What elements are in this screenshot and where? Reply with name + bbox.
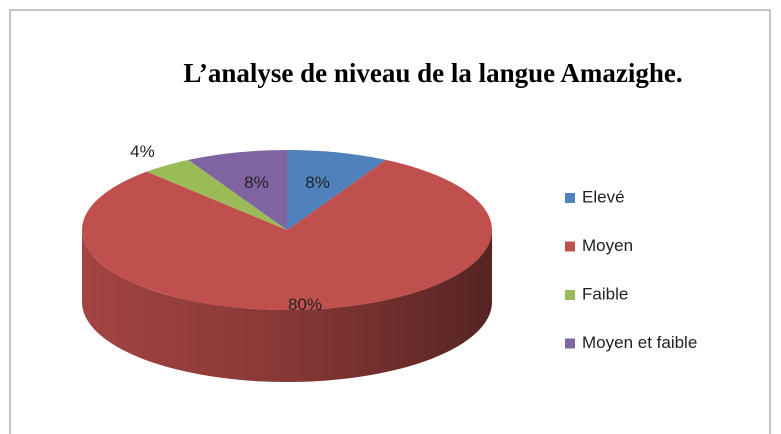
data-label: 4% (130, 142, 155, 161)
legend-swatch (565, 338, 575, 349)
pie-slice (146, 159, 287, 230)
pie-side-shade (82, 230, 492, 382)
data-label: 80% (288, 295, 322, 314)
data-label: 8% (244, 173, 269, 192)
legend-swatch (565, 193, 575, 203)
data-label: 8% (305, 173, 330, 192)
legend-label: Moyen et faible (582, 333, 697, 352)
legend-swatch (565, 290, 575, 300)
chart-border (9, 9, 771, 434)
pie-slice (188, 150, 287, 230)
legend-swatch (565, 241, 575, 252)
legend-label: Moyen (582, 236, 633, 255)
pie-slice (81, 159, 493, 310)
chart-title: L’analyse de niveau de la langue Amazigh… (183, 58, 682, 88)
legend-label: Elevé (582, 187, 625, 206)
legend-label: Faible (582, 284, 628, 303)
pie-slice (287, 150, 386, 230)
